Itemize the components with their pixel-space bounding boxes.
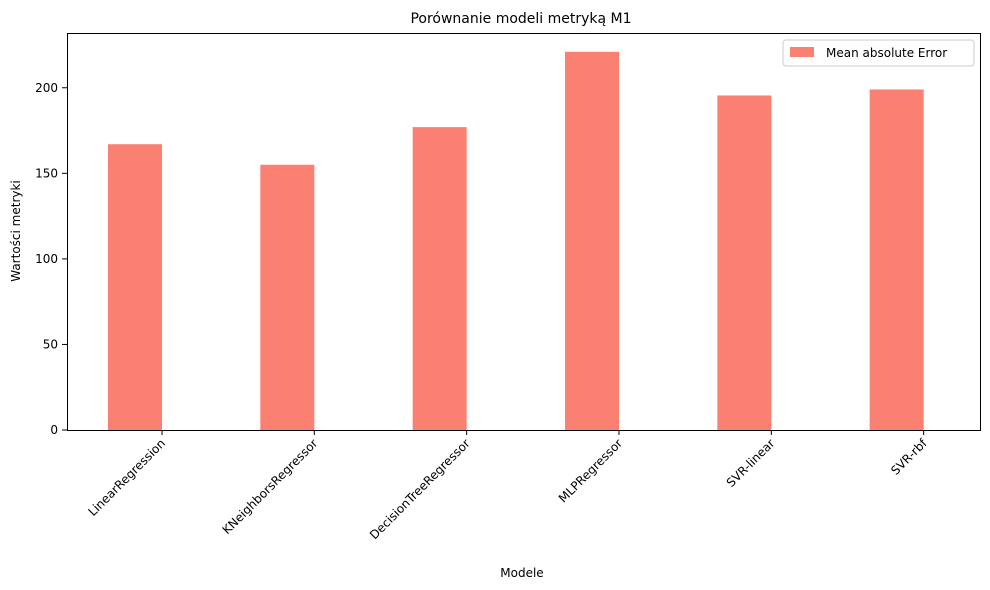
- y-tick-label: 150: [35, 166, 58, 180]
- legend-frame: [782, 39, 975, 67]
- legend-swatch: [790, 47, 814, 57]
- chart-title: Porównanie modeli metryką M1: [410, 11, 631, 27]
- legend: Mean absolute Error: [782, 39, 975, 67]
- y-tick-label: 0: [50, 423, 58, 437]
- x-tick-label: MLPRegressor: [556, 436, 625, 505]
- y-axis-label: Wartości metryki: [9, 180, 23, 282]
- y-tick-label: 50: [43, 337, 58, 351]
- y-tick-label: 200: [35, 81, 58, 95]
- x-tick-label: LinearRegression: [85, 436, 168, 519]
- bar-svr-linear: [717, 95, 772, 431]
- x-axis-label: Modele: [500, 566, 543, 580]
- bar-svr-rbf: [869, 89, 924, 431]
- x-tick-label: SVR-rbf: [888, 436, 930, 478]
- y-tick-label: 100: [35, 252, 58, 266]
- bar-kneighborsregressor: [260, 164, 315, 430]
- x-tick-label: SVR-linear: [724, 436, 778, 490]
- bar-mlpregressor: [565, 51, 619, 431]
- x-tick-label: DecisionTreeRegressor: [367, 436, 473, 542]
- bar-decisiontreeregressor: [412, 127, 467, 430]
- x-tick-label: KNeighborsRegressor: [220, 436, 321, 537]
- bars-group: [108, 51, 924, 431]
- legend-label: Mean absolute Error: [826, 46, 947, 60]
- x-axis-ticks: LinearRegression KNeighborsRegressor Decis…: [85, 430, 930, 542]
- y-axis-ticks: 0 50 100 150 200: [35, 81, 67, 437]
- bar-linearregression: [108, 144, 162, 430]
